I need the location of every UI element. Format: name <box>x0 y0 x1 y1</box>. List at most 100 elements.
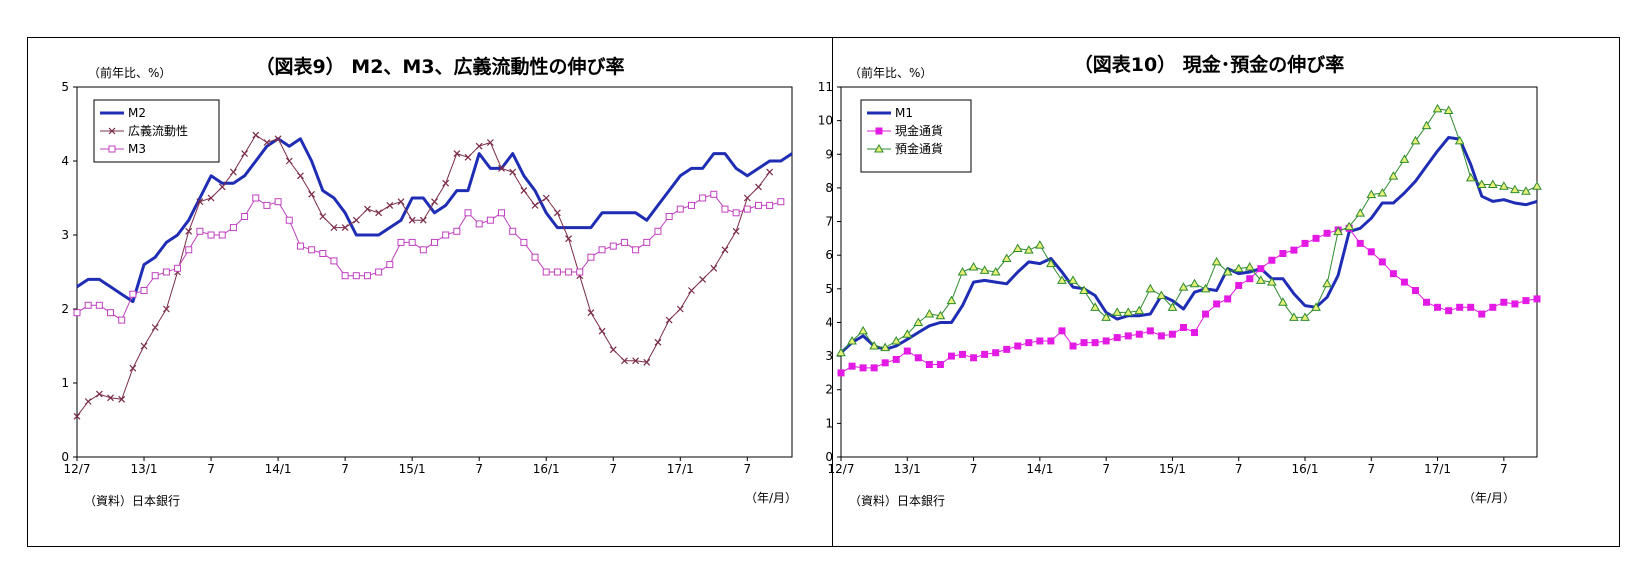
data-point <box>1498 181 1509 190</box>
data-point-b <box>620 357 628 365</box>
x-tick-label: 15/1 <box>399 462 426 476</box>
data-point <box>1003 345 1011 353</box>
data-point <box>676 305 684 313</box>
data-point <box>892 355 900 363</box>
x-tick-label: 13/1 <box>131 462 158 476</box>
data-point <box>363 272 371 280</box>
x-tick-label: 7 <box>1500 462 1508 476</box>
data-point <box>1101 312 1112 321</box>
data-point <box>341 272 349 280</box>
data-point-b <box>352 216 360 224</box>
data-point <box>970 354 978 362</box>
data-point <box>654 227 662 235</box>
data-point <box>1001 253 1012 263</box>
data-point <box>1168 330 1176 338</box>
data-point <box>129 290 137 298</box>
data-point <box>665 213 673 220</box>
data-point <box>1445 307 1453 315</box>
data-point-b <box>665 316 673 324</box>
data-point <box>1102 337 1110 345</box>
chart-title: （図表9） M2、M3、広義流動性の伸び率 <box>255 55 624 78</box>
data-point-b <box>218 183 226 191</box>
data-point <box>431 238 438 246</box>
data-point <box>936 361 944 368</box>
data-point <box>981 350 989 358</box>
data-point-b <box>688 287 695 294</box>
data-point <box>609 242 617 250</box>
x-tick-label: 14/1 <box>265 462 292 476</box>
data-point <box>229 224 237 232</box>
data-point <box>475 220 483 228</box>
data-point <box>1344 221 1355 231</box>
data-point <box>947 352 955 360</box>
data-point <box>598 246 606 254</box>
data-point <box>959 350 967 358</box>
data-point <box>218 183 226 191</box>
data-point-b <box>129 364 137 372</box>
y-tick-label: 11 <box>818 80 833 94</box>
data-point-b <box>408 216 416 224</box>
data-point <box>520 187 528 195</box>
data-point-b <box>609 346 617 354</box>
data-point <box>1224 295 1232 303</box>
y-tick-label: 4 <box>825 315 833 329</box>
data-point <box>1532 181 1542 190</box>
data-point <box>710 190 718 198</box>
data-point <box>1434 303 1442 311</box>
data-point <box>1057 275 1067 284</box>
legend-marker <box>875 127 883 135</box>
data-point <box>419 246 427 254</box>
data-point <box>1311 302 1321 311</box>
x-tick-label: 7 <box>609 462 617 476</box>
data-point <box>1489 303 1497 311</box>
data-point <box>1025 339 1033 347</box>
data-point <box>308 246 316 254</box>
data-point <box>869 340 880 350</box>
data-point <box>643 238 651 246</box>
data-point <box>721 205 729 213</box>
data-point <box>979 265 990 274</box>
y-tick-label: 0 <box>61 450 69 464</box>
data-point <box>870 364 878 372</box>
data-point <box>1167 302 1178 311</box>
data-point <box>297 172 304 180</box>
x-tick-label: 7 <box>1235 462 1243 476</box>
data-point-b <box>643 358 651 366</box>
data-point <box>241 150 249 158</box>
data-point-b <box>397 198 405 206</box>
data-point <box>553 209 561 217</box>
data-point <box>431 198 438 206</box>
data-point <box>386 261 394 269</box>
data-point <box>252 131 260 139</box>
data-point <box>1134 305 1145 315</box>
data-point <box>1333 226 1344 236</box>
chart-panel-m2-m3: （図表9） M2、M3、広義流動性の伸び率 （前年比、%） （資料）日本銀行 （… <box>27 37 833 547</box>
data-point <box>118 395 126 403</box>
data-point <box>924 309 935 318</box>
y-tick-label: 9 <box>825 147 833 161</box>
data-point <box>1268 256 1276 264</box>
y-axis-label: （前年比、%） <box>849 65 932 80</box>
data-point <box>364 205 371 213</box>
data-point <box>1222 266 1233 276</box>
data-point <box>903 347 911 355</box>
data-point <box>1323 229 1331 237</box>
data-point <box>263 139 271 146</box>
data-point-b <box>553 209 561 217</box>
data-point-b <box>308 190 316 198</box>
data-point <box>643 358 651 366</box>
data-point <box>992 349 1000 357</box>
data-point-b <box>73 412 81 420</box>
data-point <box>1289 312 1299 321</box>
data-point <box>576 268 584 276</box>
y-tick-label: 0 <box>825 450 833 464</box>
data-point <box>140 287 148 294</box>
data-point-b <box>341 224 349 232</box>
data-point-b <box>151 324 159 331</box>
data-point-b <box>386 201 394 209</box>
data-point-b <box>654 338 662 346</box>
data-point <box>107 309 115 317</box>
data-point <box>902 329 913 338</box>
data-point <box>1423 298 1431 306</box>
data-point <box>1124 332 1132 340</box>
